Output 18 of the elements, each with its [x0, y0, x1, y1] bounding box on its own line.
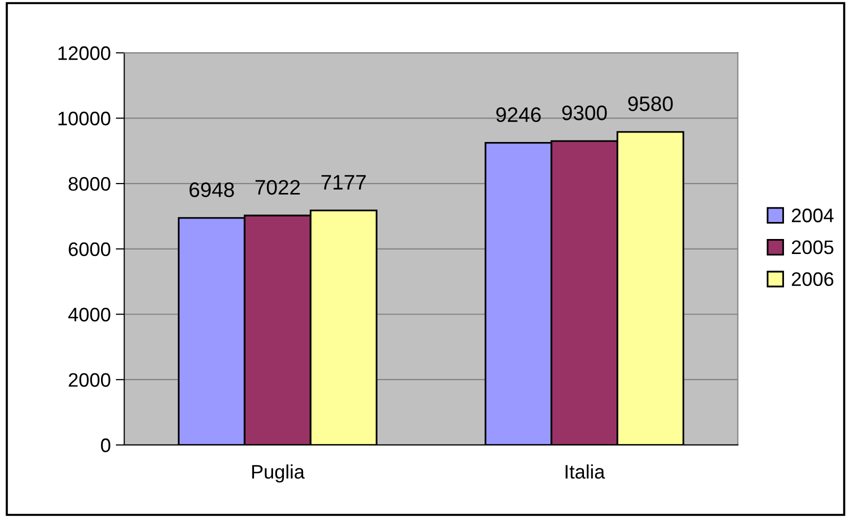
legend-label: 2006 [792, 272, 834, 286]
data-label: 7177 [321, 175, 366, 190]
x-tick-label: Italia [566, 464, 605, 479]
y-tick-label: 0 [101, 438, 110, 452]
legend-label: 2005 [792, 240, 834, 254]
data-label: 6948 [190, 182, 234, 198]
y-tick-label: 12000 [58, 46, 110, 60]
y-tick-label: 2000 [68, 373, 110, 387]
legend-label: 2004 [792, 208, 834, 222]
data-label: 7022 [256, 180, 300, 195]
data-label: 9580 [628, 96, 673, 112]
y-tick-label: 4000 [68, 308, 110, 322]
x-tick-label: Puglia [252, 464, 305, 483]
y-tick-label: 10000 [58, 112, 110, 126]
data-label: 9246 [496, 107, 541, 122]
y-tick-label: 6000 [68, 242, 110, 256]
y-tick-label: 8000 [68, 177, 110, 191]
data-label: 9300 [562, 106, 607, 120]
